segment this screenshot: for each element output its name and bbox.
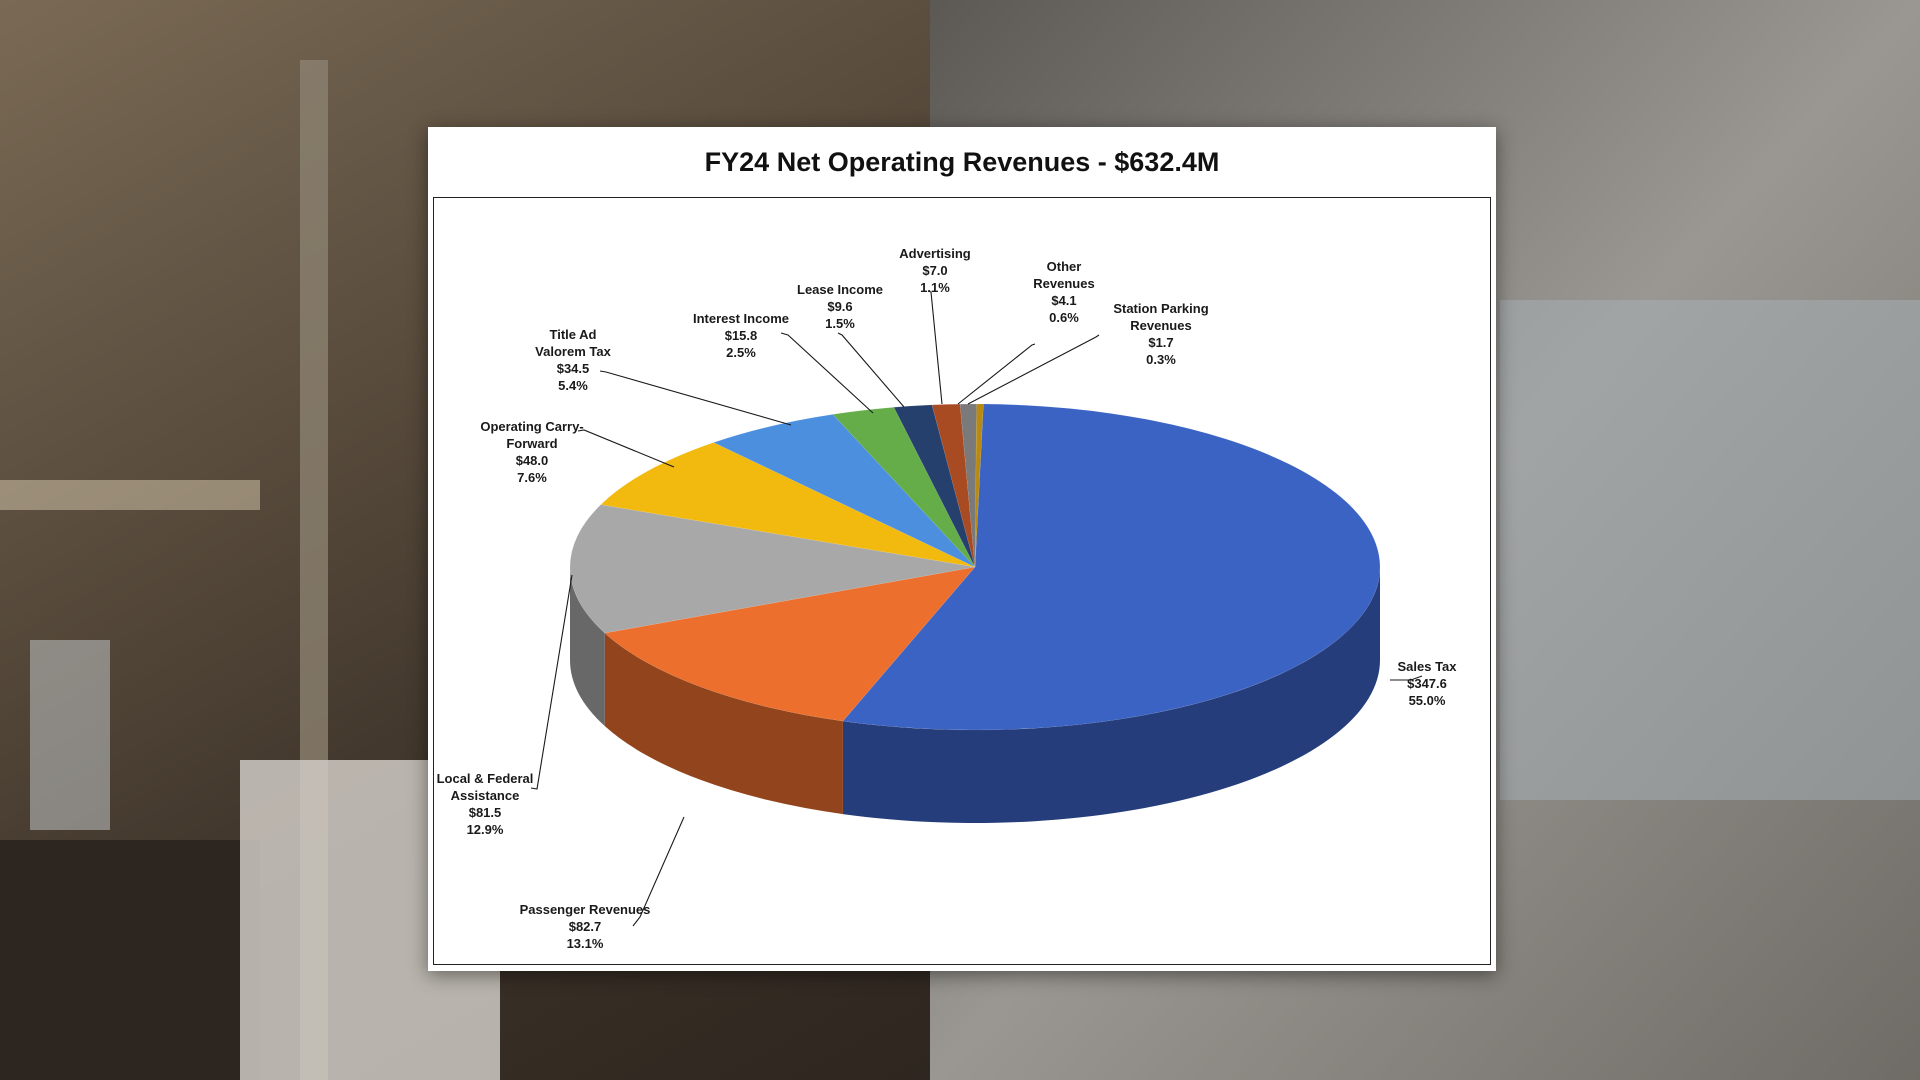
slice-side-passenger-revenues: [604, 633, 843, 815]
slice-percent-label: 1.5%: [825, 316, 855, 331]
slice-value-label: $347.6: [1407, 676, 1447, 691]
slice-lease-income: [893, 404, 976, 568]
pie-side-walls: [570, 567, 1381, 823]
slice-percent-label: 1.1%: [920, 280, 950, 295]
slice-value-label: $7.0: [922, 263, 947, 278]
slice-name-label: Sales Tax: [1397, 659, 1457, 674]
data-labels: Sales Tax $347.6 55.0% Passenger Revenues $8…: [437, 246, 1458, 951]
slice-name-label: Assistance: [451, 788, 520, 803]
slice-name-label: Interest Income: [693, 311, 789, 326]
slice-name-label: Advertising: [899, 246, 971, 261]
slice-station-parking-revenues: [974, 403, 984, 568]
chart-card: FY24 Net Operating Revenues - $632.4M Sa…: [428, 127, 1496, 971]
leader-line-interest-income: [780, 332, 874, 414]
data-label-passenger-revenues: Passenger Revenues $82.7 13.1%: [520, 902, 651, 951]
slice-percent-label: 0.3%: [1146, 352, 1176, 367]
leader-line-passenger-revenues: [632, 816, 685, 927]
pie-chart: Sales Tax $347.6 55.0% Passenger Revenues $8…: [437, 246, 1458, 951]
slice-value-label: $15.8: [725, 328, 758, 343]
slice-name-label: Other: [1047, 259, 1082, 274]
data-label-station-parking-revenues: Station Parking Revenues $1.7 0.3%: [1113, 301, 1208, 367]
slice-advertising: [931, 403, 976, 568]
data-label-sales-tax: Sales Tax $347.6 55.0%: [1397, 659, 1457, 708]
slice-value-label: $82.7: [569, 919, 602, 934]
slice-percent-label: 0.6%: [1049, 310, 1079, 325]
slice-name-label: Station Parking: [1113, 301, 1208, 316]
pie-top: [569, 403, 1381, 731]
slice-percent-label: 2.5%: [726, 345, 756, 360]
slice-name-label: Revenues: [1033, 276, 1094, 291]
slice-passenger-revenues: [604, 566, 976, 722]
leader-line-advertising: [927, 290, 943, 405]
data-label-other-revenues: Other Revenues $4.1 0.6%: [1033, 259, 1094, 325]
data-label-interest-income: Interest Income $15.8 2.5%: [693, 311, 789, 360]
slice-value-label: $9.6: [827, 299, 852, 314]
slice-value-label: $48.0: [516, 453, 549, 468]
slice-name-label: Title Ad: [550, 327, 597, 342]
data-label-lease-income: Lease Income $9.6 1.5%: [797, 282, 883, 331]
slice-value-label: $1.7: [1148, 335, 1173, 350]
data-label-operating-carry-forward: Operating Carry- Forward $48.0 7.6%: [480, 419, 583, 485]
slice-percent-label: 55.0%: [1409, 693, 1446, 708]
slice-value-label: $34.5: [557, 361, 590, 376]
slice-value-label: $81.5: [469, 805, 502, 820]
slice-name-label: Local & Federal: [437, 771, 534, 786]
slice-name-label: Valorem Tax: [535, 344, 611, 359]
slice-interest-income: [832, 407, 976, 568]
slice-operating-carry-forward: [600, 442, 976, 568]
data-label-title-ad-valorem-tax: Title Ad Valorem Tax $34.5 5.4%: [535, 327, 611, 393]
slice-percent-label: 13.1%: [567, 936, 604, 951]
slice-name-label: Operating Carry-: [480, 419, 583, 434]
data-label-advertising: Advertising $7.0 1.1%: [899, 246, 971, 295]
leader-line-station-parking-revenues: [967, 334, 1100, 405]
slice-name-label: Passenger Revenues: [520, 902, 651, 917]
leader-line-sales-tax: [1390, 675, 1423, 681]
slice-title-ad-valorem-tax: [712, 414, 976, 568]
chart-title: FY24 Net Operating Revenues - $632.4M: [704, 147, 1220, 177]
plot-frame: [433, 197, 1491, 965]
leader-line-lease-income: [837, 332, 905, 408]
slice-name-label: Revenues: [1130, 318, 1191, 333]
slice-percent-label: 7.6%: [517, 470, 547, 485]
leader-line-operating-carry-forward: [577, 429, 675, 468]
leader-line-local-federal-assistance: [530, 574, 573, 790]
slice-local-federal-assistance: [569, 504, 976, 634]
slice-side-local-federal-assistance: [570, 567, 605, 727]
slice-value-label: $4.1: [1051, 293, 1076, 308]
leader-lines: [530, 290, 1423, 927]
slice-side-sales-tax: [842, 567, 1381, 823]
slice-name-label: Lease Income: [797, 282, 883, 297]
leader-line-other-revenues: [957, 343, 1036, 405]
slice-percent-label: 5.4%: [558, 378, 588, 393]
data-label-local-federal-assistance: Local & Federal Assistance $81.5 12.9%: [437, 771, 534, 837]
slice-percent-label: 12.9%: [467, 822, 504, 837]
slice-sales-tax: [842, 403, 1381, 731]
leader-line-title-ad-valorem-tax: [599, 370, 792, 426]
slice-name-label: Forward: [506, 436, 557, 451]
